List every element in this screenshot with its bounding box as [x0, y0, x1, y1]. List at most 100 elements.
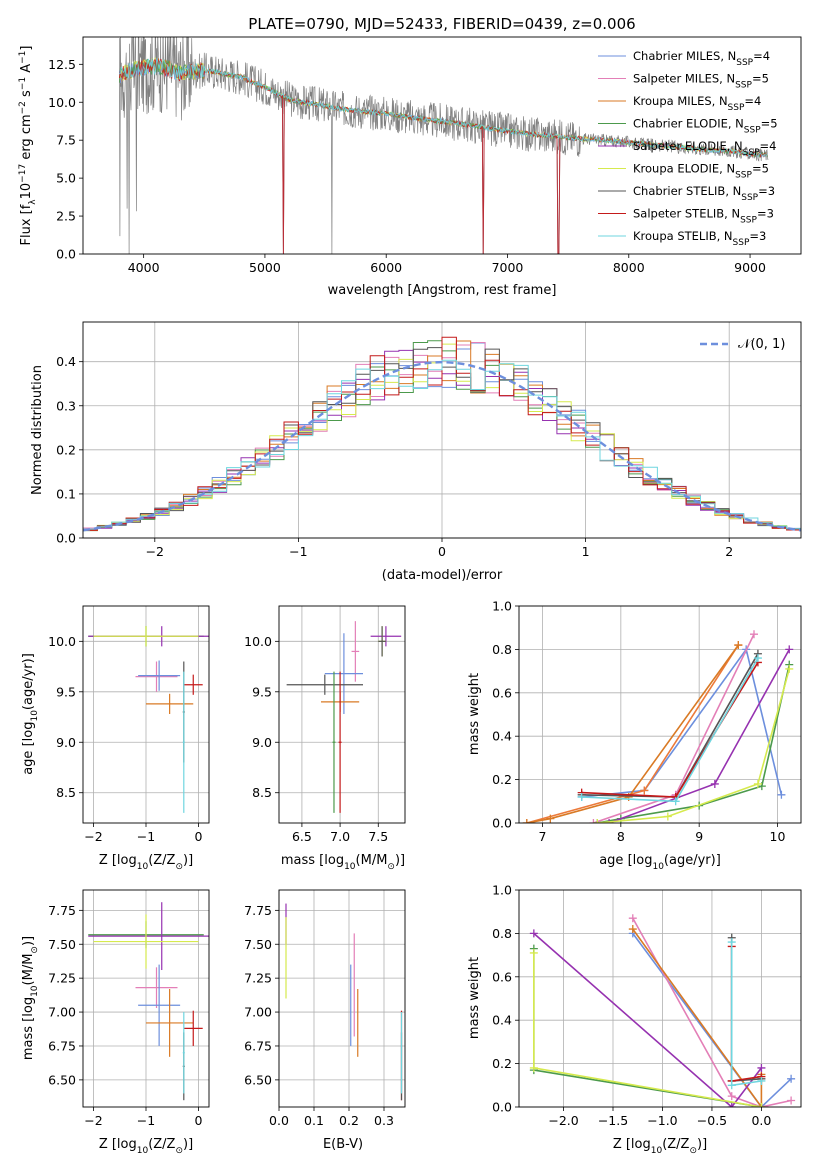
- tick-label-y: 0.4: [492, 1013, 512, 1028]
- label-part: (age/yr)]: [664, 853, 721, 868]
- tick-label-x: −1: [137, 1113, 155, 1128]
- weight-series: [577, 654, 762, 806]
- tick-label-y: 7.5: [56, 133, 76, 148]
- label-part: ⊙: [175, 1146, 183, 1156]
- tick-label-x: 8: [617, 829, 625, 844]
- label-part: =5: [752, 72, 769, 86]
- tick-label-y: 0.0: [56, 531, 76, 546]
- weight-line: [533, 952, 762, 1107]
- axes-frame: [82, 321, 802, 539]
- weight-series: [605, 645, 794, 823]
- tick-label-y: 7.00: [244, 1005, 272, 1020]
- label-part: −1: [18, 77, 28, 90]
- tick-label-y: 0.0: [492, 1100, 512, 1115]
- label-part: erg cm: [19, 114, 34, 163]
- label-part: Z [log: [99, 1137, 137, 1152]
- errorbar-point: [93, 914, 199, 969]
- weight-marker: [785, 645, 794, 654]
- weight-series: [529, 929, 766, 1107]
- label-part: Chabrier ELODIE, N: [633, 117, 744, 131]
- x-axis-label: mass [log10(M/M⊙)]: [281, 853, 405, 872]
- label-part: Kroupa MILES, N: [633, 94, 728, 108]
- y-axis-label: mass [log10(M/M⊙)]: [21, 936, 40, 1060]
- tick-label-y: 9.0: [252, 735, 272, 750]
- tick-label-y: 0.4: [56, 354, 76, 369]
- weight-series: [593, 660, 794, 823]
- tick-label-x: 0.3: [374, 1113, 394, 1128]
- weight-line: [581, 661, 759, 798]
- x-axis-label: Z [log10(Z/Z⊙)]: [99, 853, 193, 872]
- axes-frame: [518, 889, 802, 1108]
- errorbar-point: [182, 1012, 185, 1094]
- plot-age_vs_Z: [88, 626, 209, 813]
- legend-entry: Salpeter ELODIE, NSSP=4: [633, 139, 776, 158]
- weight-marker: [577, 792, 586, 801]
- weight-marker: [593, 819, 602, 823]
- tick-label-y: 0.2: [492, 1056, 512, 1071]
- weight-marker: [734, 641, 743, 650]
- tick-label-y: 0.2: [492, 772, 512, 787]
- label-part: Flux [f: [19, 204, 34, 245]
- tick-label-x: 7: [539, 829, 547, 844]
- weight-marker: [522, 819, 531, 823]
- tick-label-x: 1: [582, 544, 590, 559]
- label-part: SSP: [740, 216, 757, 226]
- x-axis-label: Z [log10(Z/Z⊙)]: [99, 1137, 193, 1156]
- model-spectrum-line: [118, 58, 768, 254]
- errorbar-point: [88, 902, 209, 971]
- label-part: Z [log: [99, 853, 137, 868]
- weight-marker: [529, 1063, 538, 1072]
- y-axis-label: mass weight: [467, 957, 482, 1039]
- weight-line: [632, 928, 763, 1107]
- errorbar-point: [324, 633, 363, 714]
- tick-label-x: −1.5: [598, 1113, 628, 1128]
- label-part: (M/M: [21, 954, 36, 986]
- legend-entry: Kroupa MILES, NSSP=4: [633, 94, 761, 113]
- tick-label-x: −1: [137, 829, 155, 844]
- tick-label-y: 7.00: [48, 1005, 76, 1020]
- tick-label-y: 6.75: [244, 1038, 272, 1053]
- tick-label-x: −1.0: [647, 1113, 677, 1128]
- tick-label-x: 0.2: [339, 1113, 359, 1128]
- tick-label-y: 0.6: [492, 685, 512, 700]
- model-spectrum-line: [119, 57, 768, 158]
- tick-label-y: 10.0: [244, 634, 272, 649]
- label-part: 10: [137, 862, 149, 872]
- weight-line: [597, 668, 791, 823]
- errorbar-point: [332, 671, 336, 813]
- weight-marker: [727, 1092, 736, 1101]
- plot-age_vs_mass: [286, 621, 402, 813]
- tick-label-y: 7.25: [244, 971, 272, 986]
- errorbar-point: [146, 693, 194, 714]
- label-part: (M/M: [356, 853, 388, 868]
- label-part: Kroupa ELODIE, N: [633, 162, 735, 176]
- weight-marker: [727, 1081, 736, 1090]
- weight-marker: [777, 790, 786, 799]
- grid-weight_vs_age: [519, 605, 801, 824]
- errorbar-point: [138, 964, 181, 1046]
- y-axis-label: age [log10(age/yr)]: [21, 653, 40, 775]
- weight-series: [529, 944, 766, 1107]
- errorbar-point: [378, 626, 386, 657]
- label-part: mass [log: [281, 853, 344, 868]
- label-part: Z [log: [613, 1137, 651, 1152]
- label-part: Kroupa STELIB, N: [633, 229, 733, 243]
- tick-label-x: 0: [195, 829, 203, 844]
- errorbar-point: [135, 661, 178, 692]
- plot-spectrum: [118, 37, 769, 254]
- label-part: mass [log: [21, 997, 36, 1060]
- weight-series: [577, 649, 762, 801]
- weight-marker: [529, 929, 538, 938]
- label-part: =5: [761, 117, 778, 131]
- x-axis-label: age [log10(age/yr)]: [599, 853, 721, 872]
- plot-weight_vs_age: [522, 630, 794, 823]
- tick-label-y: 6.75: [48, 1038, 76, 1053]
- weight-marker: [640, 786, 649, 795]
- model-spectrum-line: [118, 58, 768, 254]
- label-part: =5: [752, 162, 769, 176]
- plot-mass_vs_Z: [88, 902, 209, 1101]
- label-part: ⊙: [175, 862, 183, 872]
- weight-line: [730, 937, 762, 1082]
